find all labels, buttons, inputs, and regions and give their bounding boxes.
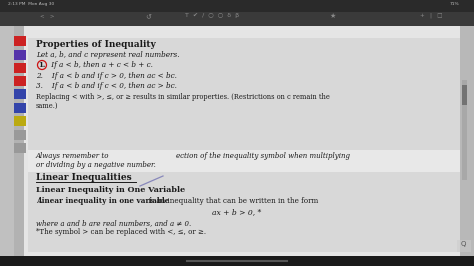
Bar: [0, 26, 474, 256]
Text: 2:13 PM  Mon Aug 30: 2:13 PM Mon Aug 30: [8, 2, 54, 6]
Text: is an inequality that can be written in the form: is an inequality that can be written in …: [146, 197, 318, 205]
Bar: [0, 26, 14, 256]
Text: 2.    If a < b and if c > 0, then ac < bc.: 2. If a < b and if c > 0, then ac < bc.: [36, 72, 177, 80]
Bar: [0, 256, 474, 266]
Bar: [24, 26, 460, 256]
Text: ↺: ↺: [145, 14, 151, 20]
Text: same.): same.): [36, 102, 58, 110]
Bar: [0, 0, 474, 12]
Text: T  ✔  /  ○  ○  δ  β: T ✔ / ○ ○ δ β: [185, 13, 239, 18]
Bar: [28, 150, 460, 172]
Text: 3.    If a < b and if c < 0, then ac > bc.: 3. If a < b and if c < 0, then ac > bc.: [36, 82, 177, 90]
Text: *The symbol > can be replaced with <, ≤, or ≥.: *The symbol > can be replaced with <, ≤,…: [36, 228, 206, 236]
Bar: [0, 26, 24, 256]
Text: where a and b are real numbers, and a ≠ 0.: where a and b are real numbers, and a ≠ …: [36, 219, 191, 227]
Text: Linear Inequalities: Linear Inequalities: [36, 173, 132, 182]
Bar: [14, 143, 26, 153]
Bar: [457, 240, 471, 252]
Bar: [14, 89, 26, 99]
Text: Properties of Inequality: Properties of Inequality: [36, 40, 156, 49]
Bar: [14, 50, 26, 60]
Text: +   |   □: + | □: [420, 13, 443, 19]
Bar: [462, 85, 467, 105]
Text: A: A: [36, 197, 44, 205]
Bar: [14, 103, 26, 113]
Bar: [14, 130, 26, 140]
Bar: [14, 116, 26, 126]
Bar: [462, 80, 467, 180]
Text: 71%: 71%: [450, 2, 460, 6]
Bar: [14, 63, 26, 73]
Bar: [460, 26, 474, 256]
Text: linear inequality in one variable: linear inequality in one variable: [39, 197, 169, 205]
Text: Replacing < with >, ≤, or ≥ results in similar properties. (Restrictions on c re: Replacing < with >, ≤, or ≥ results in s…: [36, 93, 330, 101]
Text: 1.: 1.: [38, 61, 46, 69]
Bar: [28, 172, 460, 252]
Text: Let a, b, and c represent real numbers.: Let a, b, and c represent real numbers.: [36, 51, 180, 59]
Bar: [28, 38, 460, 150]
Text: If a < b, then a + c < b + c.: If a < b, then a + c < b + c.: [49, 61, 153, 69]
Text: Q: Q: [460, 241, 465, 247]
Text: <   >: < >: [40, 14, 55, 19]
Bar: [0, 12, 474, 26]
Text: ax + b > 0, *: ax + b > 0, *: [212, 208, 262, 216]
Text: ★: ★: [330, 13, 336, 19]
Bar: [14, 36, 26, 46]
Text: or dividing by a negative number.: or dividing by a negative number.: [36, 161, 156, 169]
Bar: [14, 76, 26, 86]
Text: Always remember to                              ection of the inequality symbol : Always remember to ection of the inequal…: [36, 152, 351, 160]
Text: Linear Inequality in One Variable: Linear Inequality in One Variable: [36, 186, 185, 194]
